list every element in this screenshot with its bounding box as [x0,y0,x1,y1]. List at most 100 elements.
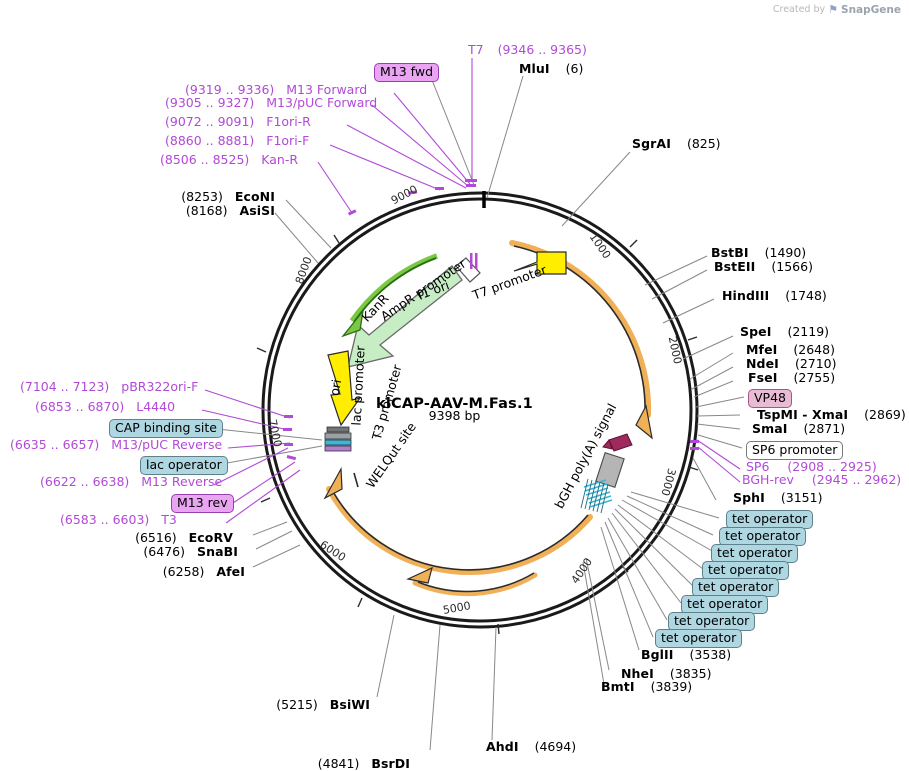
enzyme-smai-name: SmaI [752,421,788,436]
watermark-brand: SnapGene [841,3,901,16]
tag-tet-operator[interactable]: tet operator [681,595,769,615]
leader-lines-primer [201,58,741,524]
enzyme-smai-pos: (2871) [803,421,846,436]
enzyme-ahdi: AhdI (4694) [486,739,577,754]
tag-tet-operator[interactable]: tet operator [668,612,756,632]
primer-m13-forward-range: (9319 .. 9336) [185,82,275,97]
leader-lines-enzyme [215,74,745,751]
enzyme-afei-pos: (6258) [162,564,205,579]
feature-label-ori: ori [326,378,345,397]
primer-f1ori-f-name: F1ori-F [266,133,310,148]
enzyme-snabi-name: SnaBI [196,544,238,559]
enzyme-asisi-pos: (8168) [185,203,228,218]
tag-vp48[interactable]: VP48 [748,389,792,409]
tag-cap-binding-site[interactable]: CAP binding site [109,419,223,439]
enzyme-bglii: BglII (3538) [641,647,732,662]
enzyme-mlui-name: MluI [519,61,550,76]
primer-m13-forward: (9319 .. 9336) M13 Forward [185,82,400,97]
plasmid-backbone-outer [261,191,699,629]
tag-sp6-promoter[interactable]: SP6 promoter [746,441,844,461]
enzyme-hindiii-name: HindIII [722,288,770,303]
feature-arc-orange-lower-outline [331,489,589,571]
primer-t7-range: (9346 .. 9365) [497,42,587,57]
enzyme-bstbi-name: BstBI [711,245,749,260]
gene-kanr-body [347,265,463,368]
tag-m13-fwd[interactable]: M13 fwd [374,63,440,83]
enzyme-asisi-name: AsiSI [239,203,275,218]
snapgene-flag-icon: ⚑ [828,3,839,16]
feature-t3-tick [374,432,382,438]
enzyme-ndei-name: NdeI [746,356,779,371]
enzyme-bsiwi-name: BsiWI [329,697,370,712]
primer-m13-forward-name: M13 Forward [286,82,368,97]
watermark-prefix: Created by [772,4,826,15]
feature-arc-orange-small-outline [417,572,535,593]
enzyme-ahdi-name: AhdI [486,739,519,754]
primer-bgh-rev: BGH-rev (2945 .. 2962) [742,472,902,487]
primer-pbr322ori-f: (7104 .. 7123) pBR322ori-F [20,379,200,394]
primer-f1ori-r-range: (9072 .. 9091) [165,114,255,129]
enzyme-mlui-pos: (6) [565,61,584,76]
plasmid-name: kiCAP-AAV-M.Fas.1 [376,396,533,412]
primer-bgh-rev-name: BGH-rev [742,472,794,487]
primer-m13-reverse: (6622 .. 6638) M13 Reverse [40,474,222,489]
enzyme-mlui: MluI (6) [519,61,584,76]
enzyme-hindiii: HindIII (1748) [722,288,827,303]
primer-f1ori-f-range: (8860 .. 8881) [165,133,255,148]
promoter-t7-bars [470,253,478,269]
promoter-ampr-box [455,257,481,283]
primer-m13puc-forward: (9305 .. 9327) M13/pUC Forward [165,95,400,110]
primer-t7: T7 (9346 .. 9365) [468,42,587,57]
primer-sp6-range: (2908 .. 2925) [787,459,877,474]
enzyme-bsrdi-pos: (4841) [317,756,360,771]
primer-m13-reverse-range: (6622 .. 6638) [40,474,130,489]
primer-pbr322ori-f-range: (7104 .. 7123) [20,379,110,394]
enzyme-bmti-name: BmtI [601,679,635,694]
primer-pbr322ori-f-name: pBR322ori-F [121,379,199,394]
plasmid-length: 9398 bp [428,408,481,423]
enzyme-sgrai-name: SgrAI [632,136,671,151]
enzyme-sphi-name: SphI [733,490,765,505]
enzyme-ahdi-pos: (4694) [534,739,577,754]
primer-m13puc-reverse-name: M13/pUC Reverse [111,437,223,452]
enzyme-econi-name: EcoNI [234,189,275,204]
enzyme-afei-name: AfeI [216,564,245,579]
enzyme-bstei: BstEII (1566) [714,259,813,274]
tag-m13-rev[interactable]: M13 rev [171,494,234,514]
enzyme-bsrdi: (4841) BsrDI [300,756,410,771]
enzyme-bstei-name: BstEII [714,259,756,274]
primer-sp6: SP6 (2908 .. 2925) [746,459,877,474]
primer-bgh-rev-range: (2945 .. 2962) [811,472,902,487]
primer-kan-r: (8506 .. 8525) Kan-R [160,152,350,167]
tag-tet-operator[interactable]: tet operator [726,510,814,530]
tag-tet-operator[interactable]: tet operator [702,561,790,581]
enzyme-fsei-pos: (2755) [793,370,836,385]
enzyme-ndei-pos: (2710) [794,356,837,371]
feature-bgh-polya [580,433,633,514]
snapgene-watermark: Created by ⚑ SnapGene [773,3,901,16]
tag-tet-operator[interactable]: tet operator [655,629,743,649]
feature-arc-orange-main-arrow [635,404,653,440]
enzyme-ecorv: (6516) EcoRV [105,531,233,545]
primer-kan-r-name: Kan-R [261,152,299,167]
enzyme-bstei-pos: (1566) [771,259,813,274]
primer-t3-range: (6583 .. 6603) [60,512,150,527]
enzyme-tspmi-xmai-name: TspMI - XmaI [757,407,849,422]
scale-ticks [256,234,699,635]
enzyme-sgrai: SgrAI (825) [632,136,721,151]
enzyme-bglii-pos: (3538) [689,647,732,662]
primer-m13-reverse-name: M13 Reverse [141,474,223,489]
tag-lac-operator[interactable]: lac operator [140,456,228,476]
enzyme-asisi: (8168) AsiSI [120,203,275,218]
enzyme-mfei-name: MfeI [746,342,778,357]
enzyme-bglii-name: BglII [641,647,674,662]
enzyme-afei: (6258) AfeI [120,564,245,579]
enzyme-spei-pos: (2119) [787,324,830,339]
enzyme-sgrai-pos: (825) [686,136,721,151]
enzyme-nhei-name: NheI [621,666,654,681]
enzyme-hindiii-pos: (1748) [785,288,827,303]
enzyme-sphi-pos: (3151) [780,490,823,505]
primer-m13puc-forward-name: M13/pUC Forward [266,95,378,110]
primer-t3-name: T3 [161,512,177,527]
